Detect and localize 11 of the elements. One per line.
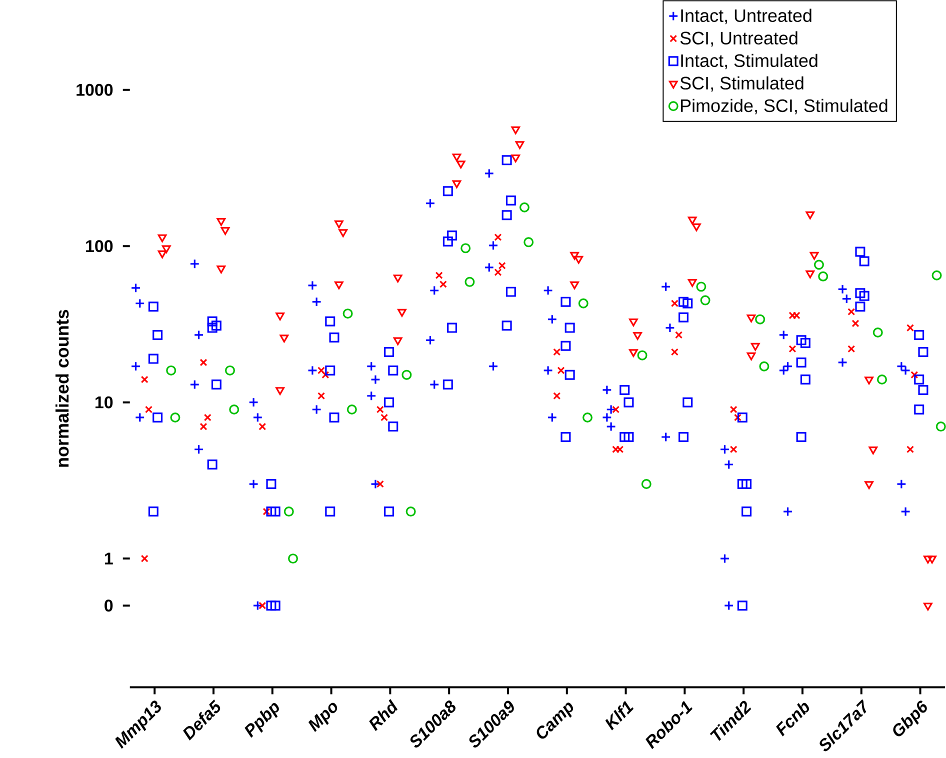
y-tick-label: 100 <box>86 240 113 252</box>
y-tick-label: 1000 <box>76 84 113 96</box>
y-tick-label: 0 <box>104 600 113 612</box>
legend-label: Intact, Untreated <box>681 9 812 24</box>
legend-label: Pimozide, SCI, Stimulated <box>681 99 888 114</box>
legend-label: SCI, Stimulated <box>680 76 804 92</box>
y-tick-label: 10 <box>96 396 113 409</box>
legend-label: SCI, Untreated <box>680 32 798 47</box>
legend-label: Intact, Stimulated <box>681 54 818 70</box>
y-axis-title: normalized counts <box>56 310 69 468</box>
y-tick-label: 1 <box>104 552 113 565</box>
